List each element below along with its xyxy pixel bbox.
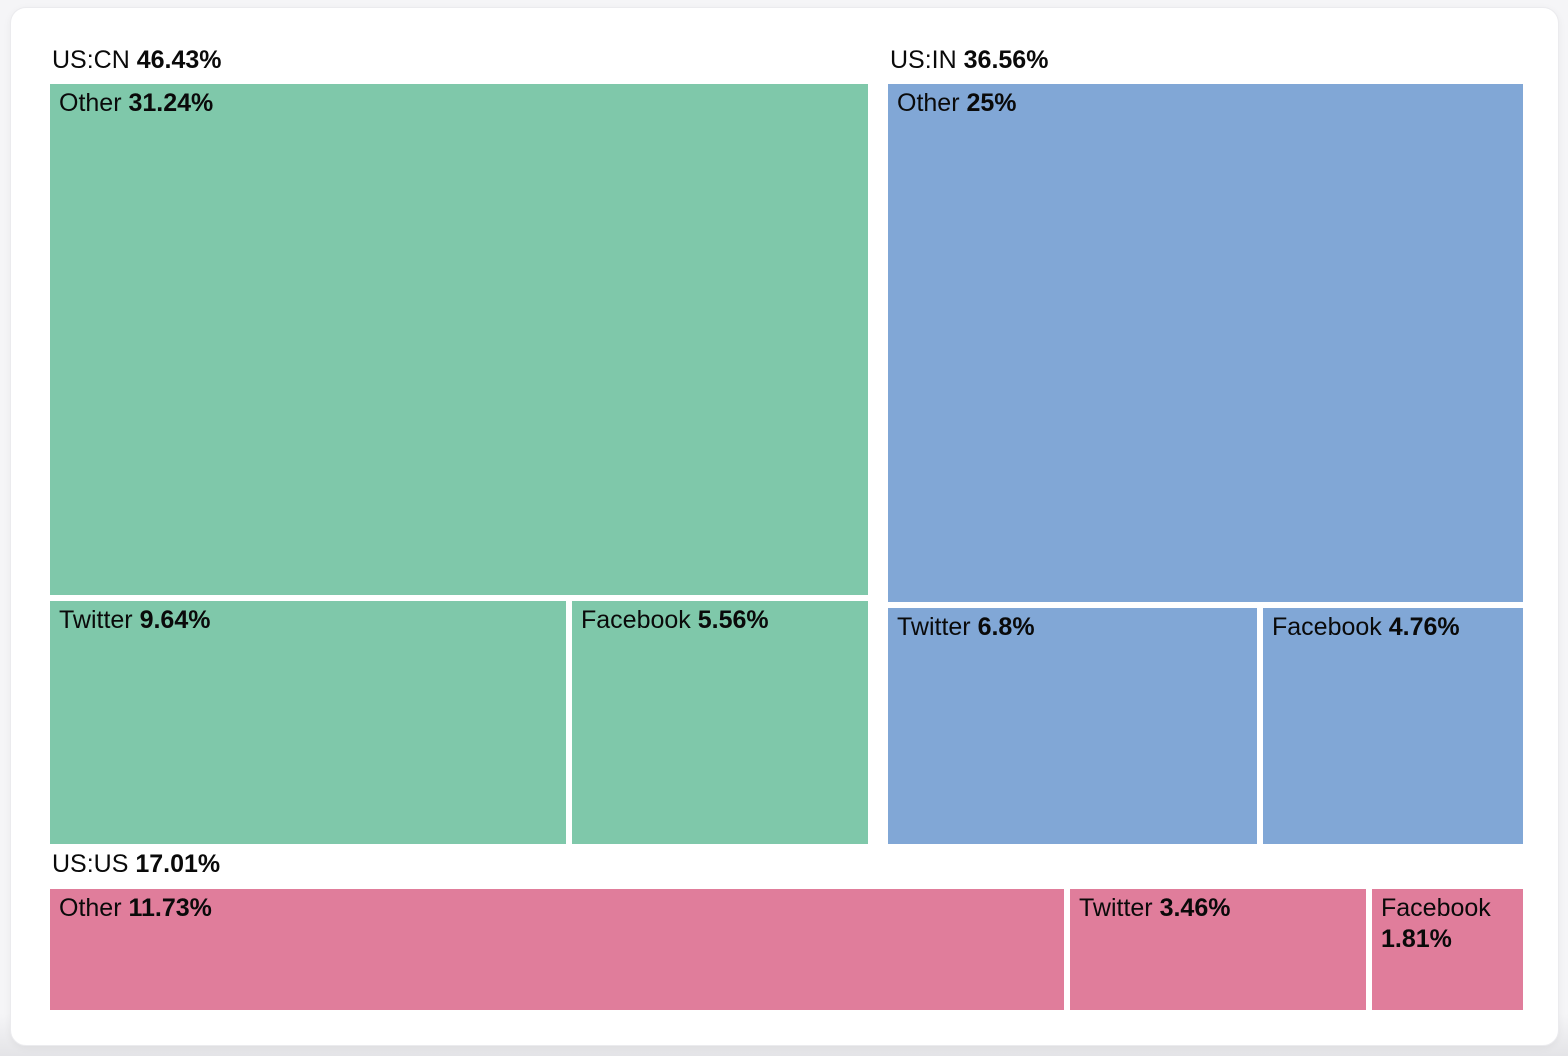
cell-us-in-facebook[interactable]: Facebook 4.76%	[1263, 608, 1523, 844]
group-name: US:CN	[52, 46, 130, 74]
group-label-us-cn: US:CN 46.43%	[52, 45, 222, 75]
cell-name: Facebook	[1381, 894, 1491, 922]
cell-value: 25%	[966, 89, 1017, 117]
cell-value: 31.24%	[128, 89, 214, 117]
group-value: 36.56%	[963, 46, 1049, 74]
group-label-us-in: US:IN 36.56%	[890, 45, 1048, 75]
cell-value: 3.46%	[1159, 894, 1231, 922]
cell-us-in-other[interactable]: Other 25%	[888, 84, 1523, 602]
cell-name: Twitter	[897, 613, 971, 641]
cell-name: Twitter	[1079, 894, 1153, 922]
cell-value: 9.64%	[139, 606, 211, 634]
cell-name: Other	[897, 89, 960, 117]
group-name: US:US	[52, 850, 129, 878]
cell-us-us-facebook[interactable]: Facebook 1.81%	[1372, 889, 1523, 1010]
cell-value: 11.73%	[128, 894, 212, 922]
cell-name: Twitter	[59, 606, 133, 634]
cell-name: Other	[59, 894, 122, 922]
cell-value: 5.56%	[697, 606, 769, 634]
cell-name: Facebook	[581, 606, 691, 634]
cell-us-in-twitter[interactable]: Twitter 6.8%	[888, 608, 1257, 844]
group-value: 17.01%	[135, 850, 221, 878]
cell-us-us-other[interactable]: Other 11.73%	[50, 889, 1064, 1010]
group-name: US:IN	[890, 46, 957, 74]
cell-value: 6.8%	[977, 613, 1035, 641]
cell-name: Facebook	[1272, 613, 1382, 641]
cell-us-cn-other[interactable]: Other 31.24%	[50, 84, 868, 595]
cell-name: Other	[59, 89, 122, 117]
cell-value: 4.76%	[1388, 613, 1460, 641]
cell-us-cn-facebook[interactable]: Facebook 5.56%	[572, 601, 868, 844]
cell-us-cn-twitter[interactable]: Twitter 9.64%	[50, 601, 566, 844]
cell-us-us-twitter[interactable]: Twitter 3.46%	[1070, 889, 1366, 1010]
cell-value: 1.81%	[1381, 925, 1452, 953]
group-value: 46.43%	[136, 46, 222, 74]
group-label-us-us: US:US 17.01%	[52, 849, 220, 879]
